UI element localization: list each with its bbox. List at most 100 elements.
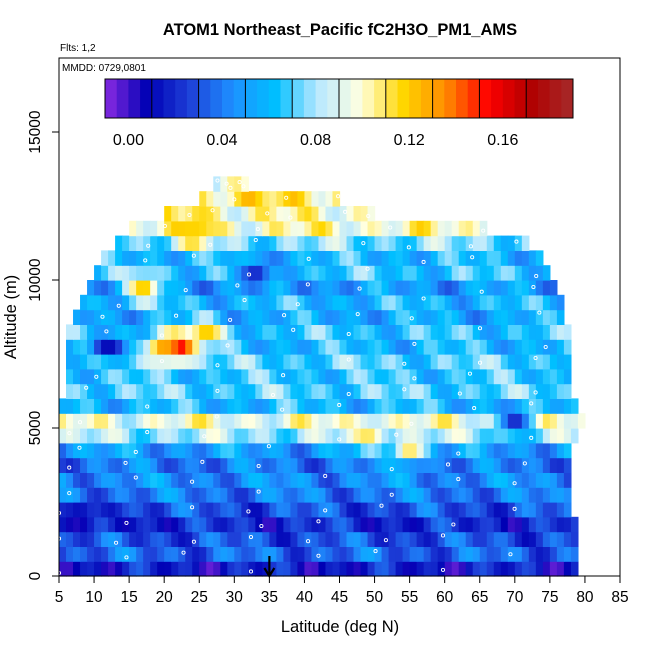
heatmap-cell: [332, 546, 341, 562]
heatmap-cell: [304, 442, 313, 459]
heatmap-cell: [192, 280, 200, 296]
heatmap-cell: [458, 442, 467, 459]
heatmap-cell: [80, 472, 88, 488]
sample-point: [94, 374, 99, 379]
heatmap-cell: [346, 294, 355, 311]
heatmap-cell: [437, 339, 446, 355]
heatmap-cell: [556, 546, 565, 562]
heatmap-cell: [395, 442, 404, 459]
sample-point: [514, 239, 519, 244]
heatmap-cell: [262, 191, 270, 207]
heatmap-cell: [542, 398, 551, 414]
heatmap-cell: [241, 220, 249, 237]
heatmap-cell: [164, 546, 172, 562]
heatmap-cell: [486, 294, 495, 311]
heatmap-cell: [269, 516, 277, 533]
heatmap-cell: [297, 250, 306, 266]
sample-point: [508, 552, 513, 557]
heatmap-cell: [514, 354, 523, 370]
heatmap-cell: [493, 398, 502, 414]
heatmap-cell: [528, 413, 537, 429]
heatmap-cell: [143, 354, 151, 370]
heatmap-cell: [507, 472, 516, 488]
heatmap-cell: [367, 280, 376, 296]
heatmap-cell: [164, 250, 172, 266]
sample-point: [266, 444, 271, 449]
heatmap-cell: [479, 546, 488, 562]
heatmap-cell: [164, 368, 172, 385]
sample-point: [365, 266, 370, 271]
heatmap-cell: [122, 502, 130, 518]
heatmap-cell: [570, 428, 579, 444]
heatmap-cell: [486, 413, 495, 429]
heatmap-cell: [402, 383, 411, 399]
heatmap-cell: [430, 516, 439, 533]
heatmap-cell: [528, 546, 537, 562]
heatmap-cell: [346, 546, 355, 562]
heatmap-cell: [164, 324, 172, 340]
heatmap-cell: [115, 339, 123, 355]
heatmap-cell: [402, 339, 411, 355]
heatmap-cell: [115, 472, 123, 488]
heatmap-cell: [94, 502, 102, 518]
heatmap-cell: [136, 413, 144, 429]
sample-point: [533, 390, 538, 395]
heatmap-cell: [367, 413, 376, 429]
heatmap-cell: [479, 250, 488, 266]
sample-point: [316, 519, 321, 524]
heatmap-cell: [325, 398, 334, 414]
heatmap-cell: [472, 383, 481, 399]
heatmap-cell: [339, 265, 348, 281]
heatmap-cell: [325, 531, 334, 547]
heatmap-cell: [157, 487, 165, 503]
heatmap-cell: [157, 413, 165, 429]
heatmap-cell: [339, 383, 348, 399]
heatmap-cell: [367, 487, 376, 503]
heatmap-cell: [563, 457, 572, 473]
sample-point: [241, 184, 246, 189]
colorbar-tick-label: 0.00: [113, 132, 144, 149]
colorbar-swatch: [456, 79, 469, 118]
heatmap-cell: [101, 546, 109, 562]
heatmap-cell: [150, 294, 158, 311]
heatmap-cell: [248, 383, 256, 399]
heatmap-cell: [192, 250, 200, 266]
heatmap-cell: [213, 442, 221, 459]
heatmap-cell: [549, 442, 558, 459]
heatmap-cell: [416, 487, 425, 503]
heatmap-cell: [311, 235, 320, 251]
heatmap-cell: [290, 250, 299, 266]
heatmap-cell: [444, 383, 453, 399]
x-tick-label: 35: [261, 589, 278, 606]
heatmap-cell: [444, 531, 453, 547]
heatmap-cell: [367, 428, 376, 444]
heatmap-cell: [416, 398, 425, 414]
heatmap-cell: [87, 502, 95, 518]
heatmap-cell: [521, 442, 530, 459]
heatmap-cell: [248, 235, 256, 251]
heatmap-cell: [444, 235, 453, 251]
heatmap-cell: [171, 339, 179, 355]
heatmap-cell: [206, 487, 214, 503]
heatmap-cell: [514, 502, 523, 518]
heatmap-cell: [528, 280, 537, 296]
heatmap-cell: [451, 546, 460, 562]
heatmap-cell: [528, 472, 537, 488]
heatmap-cell: [178, 546, 186, 562]
heatmap-cell: [262, 516, 270, 533]
heatmap-cell: [115, 502, 123, 518]
heatmap-cell: [514, 442, 523, 459]
heatmap-cell: [66, 324, 74, 340]
heatmap-cell: [241, 324, 249, 340]
heatmap-cell: [304, 294, 313, 311]
heatmap-cell: [241, 235, 249, 251]
heatmap-cell: [381, 472, 390, 488]
heatmap-cell: [374, 265, 383, 281]
heatmap-cell: [262, 413, 270, 429]
heatmap-cell: [80, 339, 88, 355]
heatmap-cell: [122, 442, 130, 459]
heatmap-cell: [136, 442, 144, 459]
heatmap-cell: [143, 309, 151, 325]
heatmap-cell: [129, 516, 137, 533]
heatmap-cell: [416, 442, 425, 459]
